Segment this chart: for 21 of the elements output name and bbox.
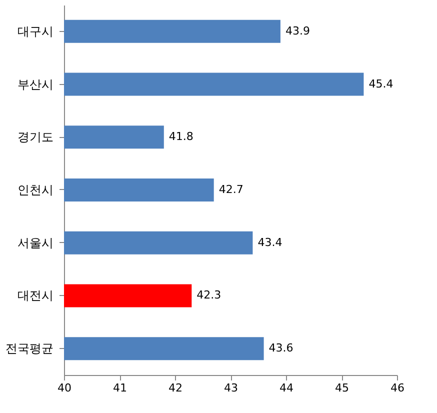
data-label: 42.7 (218, 183, 244, 196)
x-tick-label: 42 (168, 382, 182, 394)
data-label: 43.9 (285, 24, 310, 38)
y-tick-label: 인천시 (18, 183, 54, 197)
x-tick-label: 45 (335, 382, 349, 394)
data-label: 43.4 (258, 236, 282, 249)
y-tick-label: 대전시 (18, 288, 54, 303)
x-tick-label: 46 (390, 382, 404, 394)
y-tick-label: 전국평균 (6, 342, 54, 356)
y-tick-label: 부산시 (18, 77, 54, 92)
x-tick-label: 43 (224, 382, 238, 394)
data-label: 41.8 (168, 130, 194, 144)
y-tick-label: 대구시 (18, 24, 54, 38)
x-tick-label: 41 (113, 382, 127, 394)
x-tick-label: 44 (280, 382, 294, 394)
x-tick-label: 40 (58, 382, 72, 394)
data-label: 42.3 (196, 288, 222, 302)
y-tick-label: 서울시 (18, 236, 54, 250)
y-tick-label: 경기도 (18, 130, 54, 144)
data-label: 43.6 (268, 342, 294, 355)
data-label: 45.4 (368, 77, 394, 90)
